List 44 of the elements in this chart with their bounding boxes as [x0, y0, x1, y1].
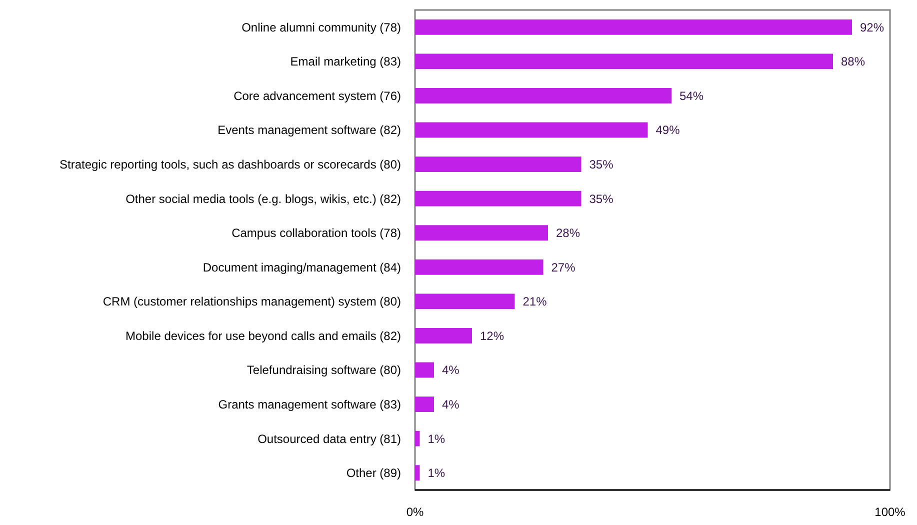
y-tick-label: Campus collaboration tools (78) [232, 226, 401, 240]
bar [415, 396, 434, 412]
bar [415, 225, 548, 241]
bar [415, 465, 420, 481]
bar [415, 54, 833, 70]
bar [415, 328, 472, 344]
data-label: 28% [556, 226, 580, 240]
y-tick-label: Email marketing (83) [290, 54, 401, 69]
y-tick-label: CRM (customer relationships management) system (80) [102, 294, 401, 309]
data-label: 49% [656, 123, 680, 138]
bar [415, 294, 515, 310]
bar [415, 430, 420, 446]
y-tick-label: Mobile devices for use beyond calls and emails (82) [126, 328, 401, 343]
bar [415, 259, 544, 275]
y-tick-label: Core advancement system (76) [234, 88, 401, 103]
data-label: 12% [480, 328, 504, 343]
data-label: 88% [841, 54, 866, 69]
bar [415, 156, 582, 172]
data-label: 35% [589, 157, 614, 172]
data-label: 21% [522, 294, 548, 309]
data-label: 54% [680, 88, 704, 103]
bar [415, 19, 852, 35]
bar [415, 190, 582, 206]
bar [415, 122, 648, 138]
data-label: 1% [428, 466, 446, 480]
data-label: 35% [589, 192, 614, 206]
data-label: 4% [442, 397, 460, 412]
y-tick-label: Online alumni community (78) [242, 20, 401, 34]
x-tick-label: 0% [406, 505, 424, 519]
y-tick-label: Strategic reporting tools, such as dashboards or scorecards (80) [59, 157, 401, 172]
data-label: 27% [551, 260, 576, 274]
data-label: 92% [860, 20, 884, 34]
y-tick-label: Other (89) [346, 466, 401, 480]
x-tick-label: 100% [874, 505, 906, 519]
y-tick-label: Telefundraising software (80) [246, 363, 402, 378]
y-tick-label: Events management software (82) [218, 123, 402, 138]
y-tick-label: Document imaging/management (84) [202, 260, 401, 274]
y-tick-label: Grants management software (83) [218, 397, 401, 412]
bar [415, 362, 434, 378]
bar [415, 88, 672, 104]
data-label: 4% [442, 363, 460, 378]
data-label: 1% [428, 432, 446, 446]
y-tick-label: Other social media tools (e.g. blogs, wikis, etc.) (82) [126, 192, 402, 206]
y-tick-label: Outsourced data entry (81) [258, 432, 401, 446]
